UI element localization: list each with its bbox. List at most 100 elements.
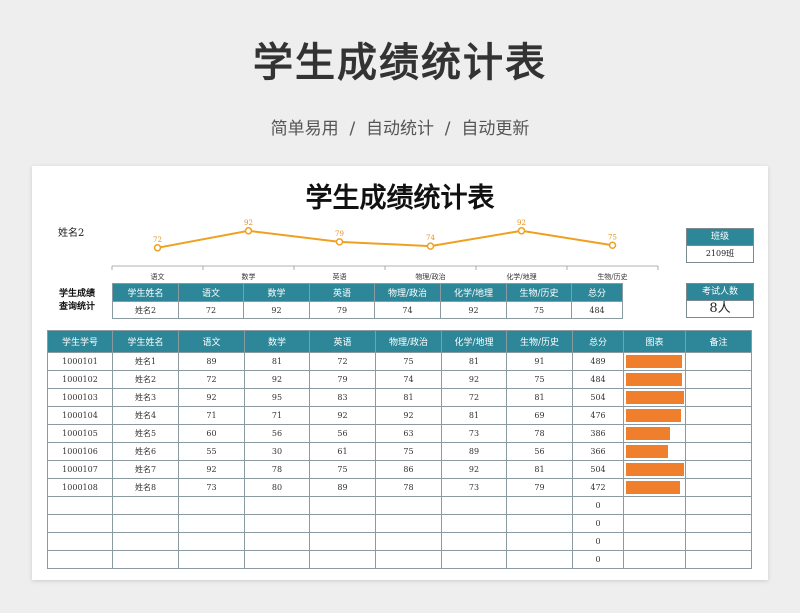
student-name-cell[interactable]: 姓名1 bbox=[112, 352, 179, 371]
score-cell[interactable]: 92 bbox=[375, 406, 442, 425]
score-cell[interactable] bbox=[375, 550, 442, 569]
student-id-cell[interactable]: 1000108 bbox=[47, 478, 113, 497]
score-cell[interactable] bbox=[178, 496, 245, 515]
score-cell[interactable]: 89 bbox=[441, 442, 507, 461]
remark-cell[interactable] bbox=[685, 478, 752, 497]
score-cell[interactable] bbox=[309, 550, 376, 569]
score-cell[interactable]: 79 bbox=[309, 370, 376, 389]
score-cell[interactable]: 73 bbox=[441, 424, 507, 443]
score-cell[interactable] bbox=[441, 532, 507, 551]
score-cell[interactable] bbox=[441, 496, 507, 515]
score-cell[interactable]: 78 bbox=[506, 424, 573, 443]
score-cell[interactable]: 78 bbox=[375, 478, 442, 497]
score-cell[interactable]: 30 bbox=[244, 442, 310, 461]
remark-cell[interactable] bbox=[685, 370, 752, 389]
total-cell[interactable]: 504 bbox=[572, 388, 624, 407]
student-name-cell[interactable]: 姓名6 bbox=[112, 442, 179, 461]
remark-cell[interactable] bbox=[685, 550, 752, 569]
score-cell[interactable]: 56 bbox=[244, 424, 310, 443]
score-cell[interactable]: 92 bbox=[244, 370, 310, 389]
score-cell[interactable] bbox=[506, 496, 573, 515]
score-cell[interactable] bbox=[441, 550, 507, 569]
score-cell[interactable]: 81 bbox=[506, 388, 573, 407]
score-cell[interactable]: 69 bbox=[506, 406, 573, 425]
score-cell[interactable] bbox=[375, 514, 442, 533]
student-name-cell[interactable]: 姓名8 bbox=[112, 478, 179, 497]
score-cell[interactable]: 81 bbox=[441, 352, 507, 371]
score-cell[interactable]: 91 bbox=[506, 352, 573, 371]
score-cell[interactable]: 56 bbox=[309, 424, 376, 443]
total-cell[interactable]: 0 bbox=[572, 532, 624, 551]
score-cell[interactable] bbox=[441, 514, 507, 533]
score-cell[interactable]: 71 bbox=[178, 406, 245, 425]
remark-cell[interactable] bbox=[685, 406, 752, 425]
score-cell[interactable]: 79 bbox=[506, 478, 573, 497]
score-cell[interactable]: 86 bbox=[375, 460, 442, 479]
student-name-cell[interactable]: 姓名4 bbox=[112, 406, 179, 425]
score-cell[interactable]: 92 bbox=[441, 370, 507, 389]
score-cell[interactable]: 72 bbox=[309, 352, 376, 371]
score-cell[interactable]: 92 bbox=[441, 460, 507, 479]
score-cell[interactable]: 75 bbox=[375, 442, 442, 461]
score-cell[interactable] bbox=[178, 514, 245, 533]
total-cell[interactable]: 0 bbox=[572, 496, 624, 515]
student-id-cell[interactable]: 1000102 bbox=[47, 370, 113, 389]
total-cell[interactable]: 476 bbox=[572, 406, 624, 425]
score-cell[interactable]: 60 bbox=[178, 424, 245, 443]
score-cell[interactable] bbox=[506, 550, 573, 569]
score-cell[interactable]: 75 bbox=[375, 352, 442, 371]
score-cell[interactable]: 80 bbox=[244, 478, 310, 497]
score-cell[interactable] bbox=[375, 496, 442, 515]
score-cell[interactable]: 63 bbox=[375, 424, 442, 443]
score-cell[interactable]: 81 bbox=[441, 406, 507, 425]
total-cell[interactable]: 504 bbox=[572, 460, 624, 479]
student-id-cell[interactable] bbox=[47, 496, 113, 515]
student-id-cell[interactable]: 1000104 bbox=[47, 406, 113, 425]
class-box-value[interactable]: 2109班 bbox=[686, 246, 754, 263]
score-cell[interactable] bbox=[244, 514, 310, 533]
score-cell[interactable] bbox=[244, 532, 310, 551]
score-cell[interactable]: 71 bbox=[244, 406, 310, 425]
remark-cell[interactable] bbox=[685, 352, 752, 371]
score-cell[interactable]: 74 bbox=[375, 370, 442, 389]
student-id-cell[interactable]: 1000105 bbox=[47, 424, 113, 443]
student-name-cell[interactable] bbox=[112, 496, 179, 515]
score-cell[interactable] bbox=[375, 532, 442, 551]
score-cell[interactable]: 56 bbox=[506, 442, 573, 461]
total-cell[interactable]: 0 bbox=[572, 514, 624, 533]
score-cell[interactable] bbox=[309, 514, 376, 533]
score-cell[interactable]: 81 bbox=[244, 352, 310, 371]
student-name-cell[interactable] bbox=[112, 514, 179, 533]
remark-cell[interactable] bbox=[685, 460, 752, 479]
total-cell[interactable]: 489 bbox=[572, 352, 624, 371]
score-cell[interactable] bbox=[506, 532, 573, 551]
score-cell[interactable]: 92 bbox=[309, 406, 376, 425]
total-cell[interactable]: 472 bbox=[572, 478, 624, 497]
score-cell[interactable]: 73 bbox=[178, 478, 245, 497]
remark-cell[interactable] bbox=[685, 388, 752, 407]
score-cell[interactable] bbox=[178, 532, 245, 551]
score-cell[interactable] bbox=[506, 514, 573, 533]
score-cell[interactable] bbox=[244, 496, 310, 515]
remark-cell[interactable] bbox=[685, 496, 752, 515]
score-cell[interactable]: 55 bbox=[178, 442, 245, 461]
score-cell[interactable]: 81 bbox=[375, 388, 442, 407]
score-cell[interactable]: 78 bbox=[244, 460, 310, 479]
student-id-cell[interactable]: 1000101 bbox=[47, 352, 113, 371]
total-cell[interactable]: 386 bbox=[572, 424, 624, 443]
score-cell[interactable] bbox=[309, 496, 376, 515]
total-cell[interactable]: 484 bbox=[572, 370, 624, 389]
score-cell[interactable]: 73 bbox=[441, 478, 507, 497]
score-cell[interactable]: 89 bbox=[309, 478, 376, 497]
score-cell[interactable]: 89 bbox=[178, 352, 245, 371]
score-cell[interactable]: 92 bbox=[178, 460, 245, 479]
score-cell[interactable]: 92 bbox=[178, 388, 245, 407]
query-name-select[interactable]: 姓名2 bbox=[112, 301, 179, 319]
score-cell[interactable]: 72 bbox=[178, 370, 245, 389]
remark-cell[interactable] bbox=[685, 442, 752, 461]
student-name-cell[interactable]: 姓名3 bbox=[112, 388, 179, 407]
student-id-cell[interactable]: 1000103 bbox=[47, 388, 113, 407]
total-cell[interactable]: 0 bbox=[572, 550, 624, 569]
score-cell[interactable] bbox=[309, 532, 376, 551]
remark-cell[interactable] bbox=[685, 514, 752, 533]
